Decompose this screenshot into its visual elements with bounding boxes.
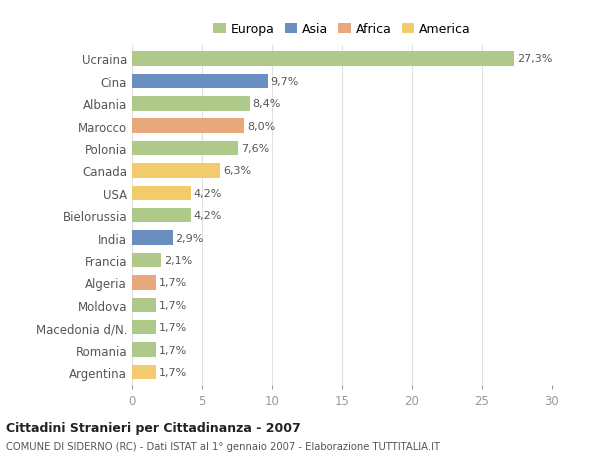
Text: 4,2%: 4,2% <box>194 188 222 198</box>
Text: COMUNE DI SIDERNO (RC) - Dati ISTAT al 1° gennaio 2007 - Elaborazione TUTTITALIA: COMUNE DI SIDERNO (RC) - Dati ISTAT al 1… <box>6 441 440 451</box>
Text: 1,7%: 1,7% <box>158 345 187 355</box>
Text: 7,6%: 7,6% <box>241 144 269 154</box>
Text: 27,3%: 27,3% <box>517 54 553 64</box>
Bar <box>132 52 514 67</box>
Text: 4,2%: 4,2% <box>194 211 222 221</box>
Bar <box>132 298 156 313</box>
Bar <box>132 97 250 111</box>
Text: 6,3%: 6,3% <box>223 166 251 176</box>
Text: 8,0%: 8,0% <box>247 121 275 131</box>
Bar <box>132 253 161 268</box>
Text: 2,1%: 2,1% <box>164 255 193 265</box>
Text: 2,9%: 2,9% <box>175 233 204 243</box>
Bar <box>132 231 173 246</box>
Text: 1,7%: 1,7% <box>158 278 187 288</box>
Text: 1,7%: 1,7% <box>158 323 187 332</box>
Bar <box>132 208 191 223</box>
Bar <box>132 275 156 290</box>
Legend: Europa, Asia, Africa, America: Europa, Asia, Africa, America <box>213 23 471 36</box>
Text: 9,7%: 9,7% <box>271 77 299 87</box>
Bar <box>132 74 268 89</box>
Bar <box>132 320 156 335</box>
Bar <box>132 119 244 134</box>
Text: 1,7%: 1,7% <box>158 300 187 310</box>
Text: 8,4%: 8,4% <box>253 99 281 109</box>
Bar <box>132 141 238 156</box>
Text: 1,7%: 1,7% <box>158 367 187 377</box>
Bar <box>132 365 156 380</box>
Bar <box>132 164 220 178</box>
Text: Cittadini Stranieri per Cittadinanza - 2007: Cittadini Stranieri per Cittadinanza - 2… <box>6 421 301 434</box>
Bar <box>132 342 156 357</box>
Bar <box>132 186 191 201</box>
